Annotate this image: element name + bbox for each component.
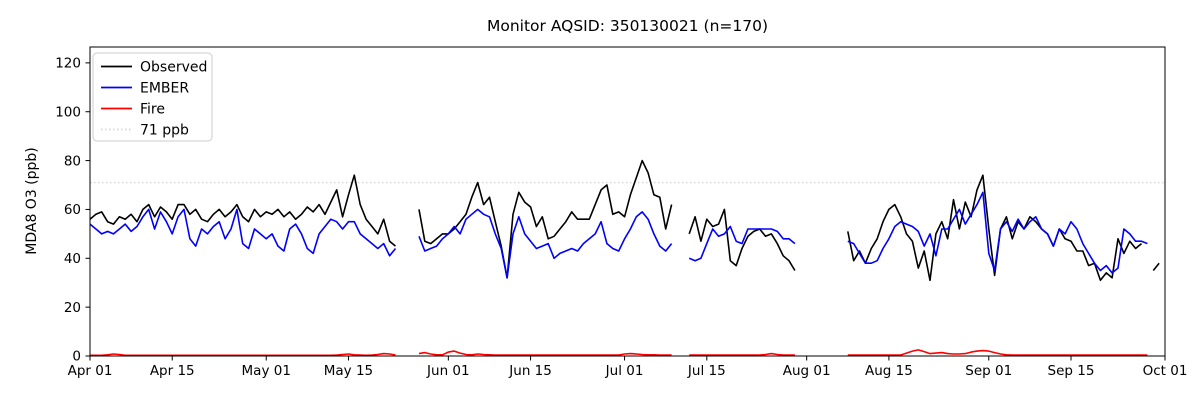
series-line-observed [89,159,1160,282]
x-tick-label: Sep 01 [965,363,1012,379]
series-line-fire [90,349,1148,357]
x-tick-label: Aug 01 [783,363,831,379]
y-tick-label: 80 [64,153,81,169]
legend-box [92,52,213,142]
x-tick-label: Jul 15 [687,363,726,379]
legend-label-fire: Fire [140,101,165,117]
y-axis-label: MDA8 O3 (ppb) [24,147,40,255]
y-tick-label: 20 [64,300,81,316]
x-tick-label: Jul 01 [605,363,644,379]
x-tick-label: Oct 01 [1143,363,1188,379]
x-tick-label: Apr 01 [68,363,113,379]
chart-title: Monitor AQSID: 350130021 (n=170) [487,17,768,35]
legend-label-71-ppb: 71 ppb [140,122,189,138]
y-tick-label: 60 [64,202,81,218]
y-tick-label: 120 [55,56,81,72]
y-tick-label: 100 [55,104,81,120]
x-tick-label: Jun 01 [426,363,470,379]
x-tick-label: Aug 15 [865,363,913,379]
legend-label-observed: Observed [140,59,207,75]
x-tick-label: Apr 15 [150,363,195,379]
plot-border [89,46,1166,357]
x-tick-label: Sep 15 [1048,363,1095,379]
legend-label-ember: EMBER [140,80,189,96]
y-tick-label: 0 [72,349,81,365]
y-tick-label: 40 [64,251,81,267]
plot-area: Apr 01 Apr 15 May 01 May 15 Jun 01 Jun 15 Jul … [55,46,1188,379]
x-tick-label: May 15 [324,363,373,379]
series-line-ember [89,191,1148,279]
x-tick-label: May 01 [242,363,291,379]
x-tick-label: Jun 15 [508,363,552,379]
